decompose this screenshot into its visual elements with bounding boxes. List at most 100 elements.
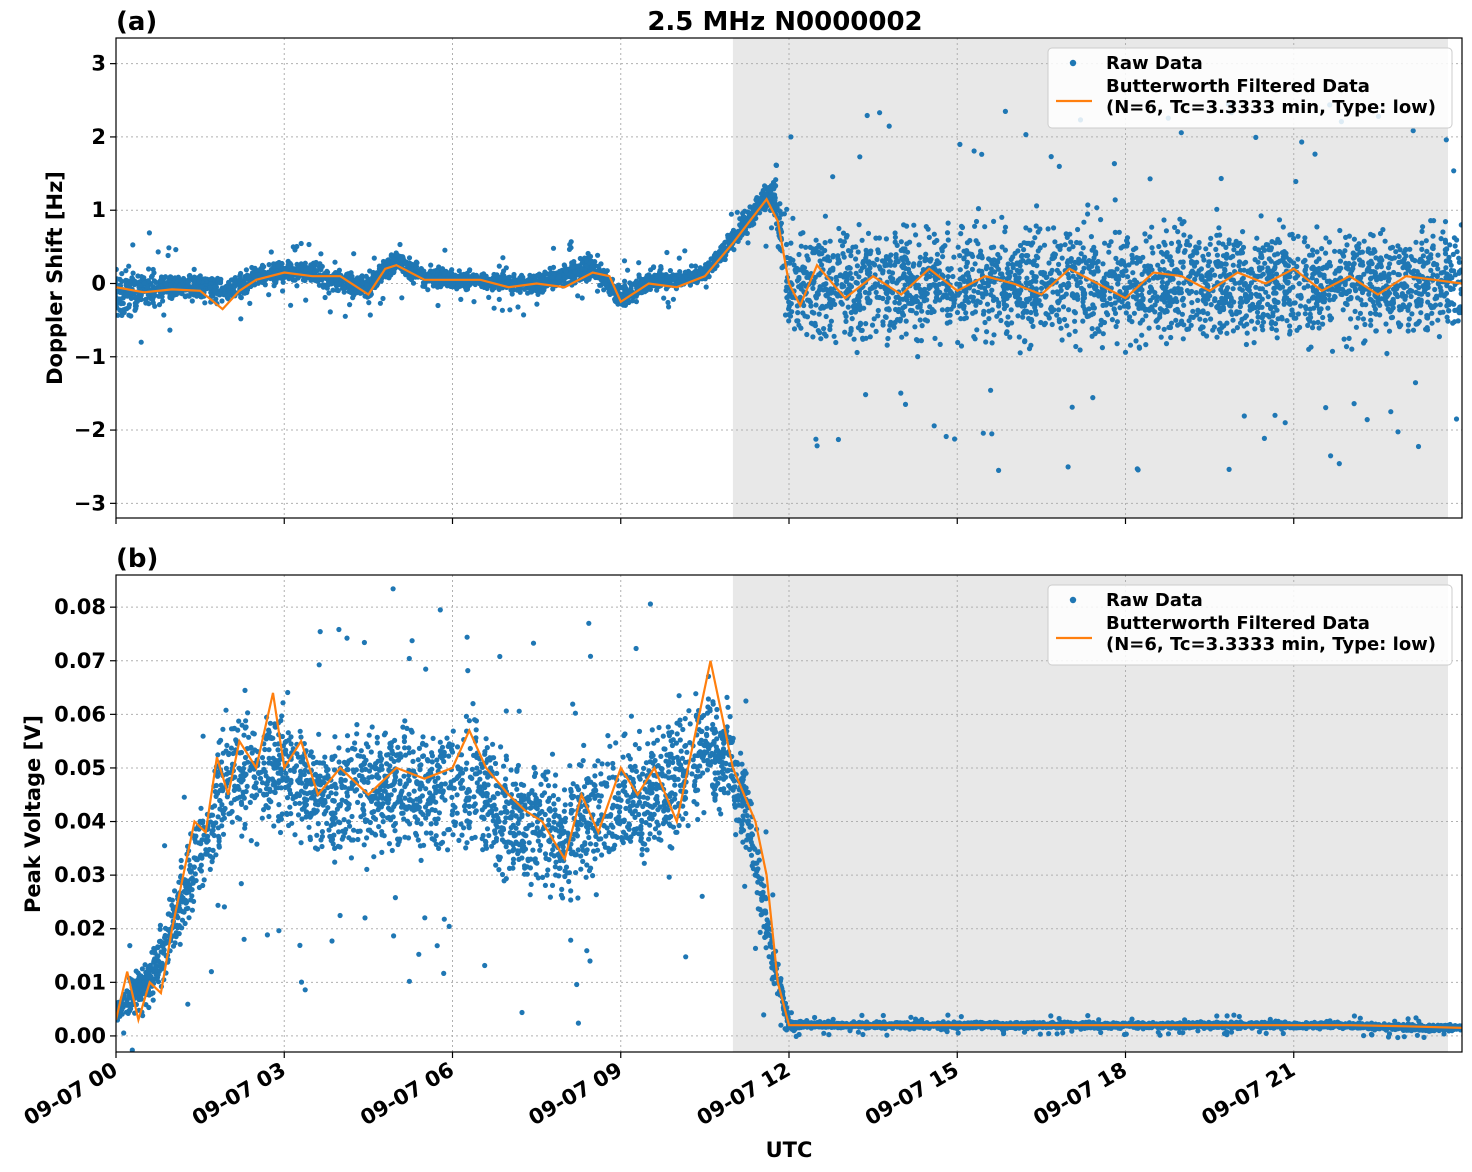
- raw-data-point: [1002, 224, 1009, 230]
- raw-data-point: [955, 244, 961, 250]
- raw-data-point: [1409, 311, 1415, 317]
- raw-data-point: [1042, 294, 1049, 300]
- raw-data-point: [831, 333, 837, 339]
- raw-data-point: [1179, 311, 1185, 317]
- raw-data-point: [1048, 306, 1054, 312]
- raw-data-point: [796, 322, 802, 328]
- raw-data-point: [119, 271, 125, 277]
- raw-data-point: [896, 300, 902, 306]
- raw-data-point: [871, 316, 877, 322]
- raw-data-point: [925, 226, 931, 232]
- raw-data-point: [1007, 273, 1013, 280]
- raw-data-point: [146, 266, 152, 272]
- raw-data-point: [1420, 253, 1426, 259]
- raw-data-point: [1062, 242, 1068, 248]
- raw-data-point: [1341, 336, 1347, 342]
- raw-data-point: [232, 275, 238, 281]
- raw-data-point: [1260, 327, 1266, 333]
- raw-data-point: [1137, 320, 1143, 326]
- raw-data-point: [497, 274, 503, 281]
- raw-data-point: [1147, 297, 1153, 304]
- raw-data-point: [796, 251, 802, 258]
- raw-data-point: [1142, 263, 1148, 270]
- raw-data-point: [894, 258, 901, 264]
- raw-data-point: [320, 284, 326, 290]
- raw-data-point: [366, 300, 372, 306]
- raw-data-point: [1356, 274, 1363, 280]
- raw-data-point: [1303, 272, 1309, 278]
- raw-data-point: [1287, 328, 1293, 334]
- raw-data-point: [1058, 325, 1064, 331]
- raw-data-point: [434, 279, 440, 286]
- raw-data-point: [1291, 300, 1297, 306]
- raw-data-point: [948, 266, 954, 272]
- raw-data-point: [1010, 254, 1016, 260]
- raw-data-point: [122, 306, 128, 312]
- raw-data-point: [1242, 315, 1248, 321]
- raw-data-point: [1230, 328, 1236, 334]
- raw-data-point: [191, 278, 197, 284]
- raw-data-point: [1252, 257, 1258, 263]
- raw-data-point: [739, 221, 745, 227]
- raw-data-point: [1208, 316, 1214, 322]
- raw-data-point: [823, 313, 829, 320]
- raw-data-point: [751, 221, 757, 227]
- raw-data-point: [1343, 344, 1350, 350]
- raw-data-point: [334, 287, 340, 293]
- raw-data-point: [1023, 225, 1029, 231]
- raw-data-point: [1408, 293, 1414, 300]
- raw-data-point: [1160, 259, 1166, 265]
- raw-data-point: [1220, 290, 1226, 296]
- raw-data-point: [974, 327, 980, 333]
- raw-data-point: [1066, 332, 1072, 338]
- raw-data-point: [1001, 306, 1008, 312]
- raw-data-point: [822, 240, 828, 246]
- raw-data-point: [1265, 294, 1271, 300]
- raw-data-point: [955, 339, 961, 346]
- raw-data-point: [1263, 289, 1269, 295]
- raw-data-point: [1432, 286, 1438, 293]
- raw-data-point: [1237, 286, 1243, 292]
- raw-data-point: [963, 315, 970, 321]
- raw-data-point: [1146, 289, 1152, 295]
- raw-data-point: [217, 280, 224, 286]
- raw-data-point: [1147, 306, 1153, 312]
- raw-data-point: [123, 292, 129, 298]
- raw-data-point: [825, 288, 831, 294]
- raw-data-point: [213, 296, 219, 302]
- raw-data-point: [1029, 270, 1035, 276]
- raw-data-point: [1254, 309, 1261, 315]
- raw-data-point: [1396, 253, 1402, 260]
- raw-data-point: [836, 259, 843, 265]
- raw-data-point: [1112, 197, 1118, 203]
- raw-data-point: [794, 318, 800, 324]
- raw-data-point: [1078, 285, 1085, 291]
- raw-data-point: [212, 288, 218, 294]
- raw-data-point: [336, 269, 342, 275]
- raw-data-point: [783, 287, 789, 294]
- raw-data-point: [1407, 246, 1413, 252]
- raw-data-point: [1115, 281, 1121, 287]
- raw-data-point: [252, 265, 258, 271]
- raw-data-point: [1413, 298, 1419, 304]
- raw-data-point: [1163, 228, 1169, 234]
- raw-data-point: [658, 264, 664, 270]
- raw-data-point: [809, 309, 815, 315]
- raw-data-point: [802, 313, 808, 319]
- raw-data-point: [1018, 253, 1025, 259]
- raw-data-point: [1405, 267, 1411, 273]
- raw-data-point: [930, 282, 937, 288]
- raw-data-point: [1321, 272, 1327, 278]
- raw-data-point: [850, 244, 856, 250]
- raw-data-point: [595, 252, 601, 258]
- raw-data-point: [1425, 291, 1431, 298]
- raw-data-point: [699, 268, 706, 274]
- raw-data-point: [1354, 243, 1360, 249]
- raw-data-point: [963, 310, 969, 316]
- raw-data-point: [1074, 281, 1080, 287]
- raw-data-point: [1224, 251, 1230, 257]
- raw-data-point: [116, 305, 120, 311]
- raw-data-point: [1070, 273, 1076, 279]
- raw-data-point: [359, 280, 365, 286]
- raw-data-point: [1447, 242, 1453, 248]
